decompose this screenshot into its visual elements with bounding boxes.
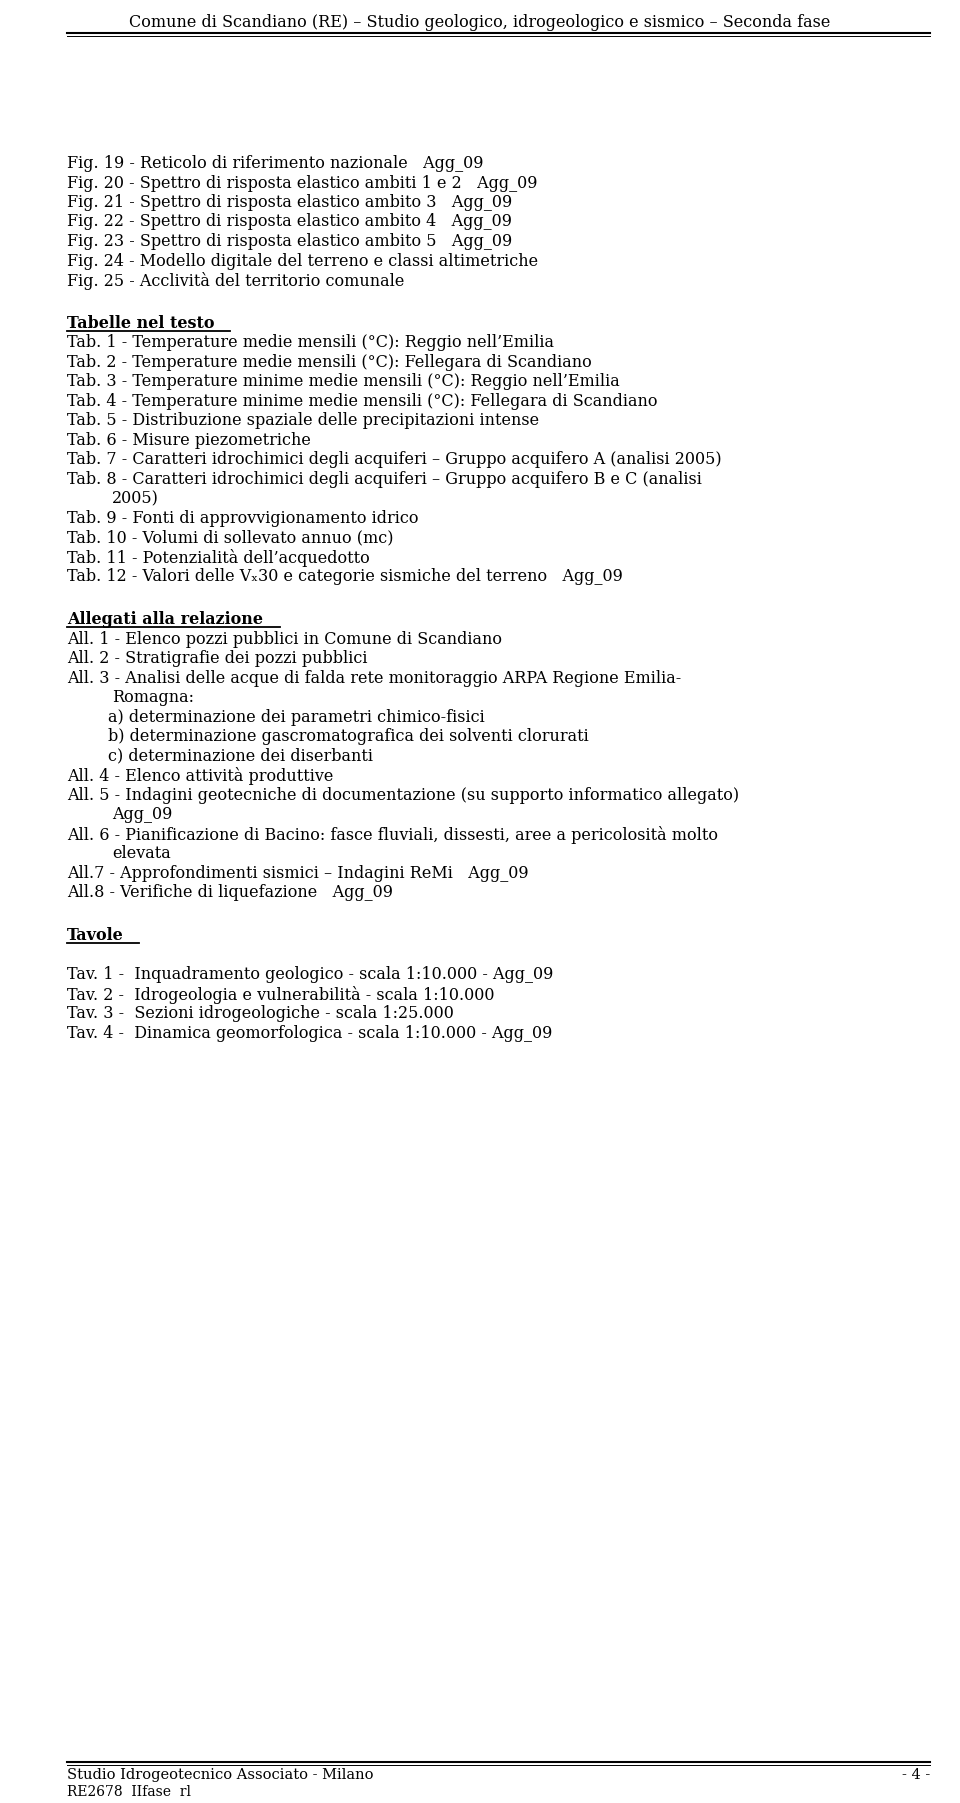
Text: Fig. 21 - Spettro di risposta elastico ambito 3   Agg_09: Fig. 21 - Spettro di risposta elastico a…	[67, 195, 513, 211]
Text: Tab. 5 - Distribuzione spaziale delle precipitazioni intense: Tab. 5 - Distribuzione spaziale delle pr…	[67, 413, 540, 429]
Text: All.7 - Approfondimenti sismici – Indagini ReMi   Agg_09: All.7 - Approfondimenti sismici – Indagi…	[67, 865, 529, 882]
Text: RE2678  IIfase  rl: RE2678 IIfase rl	[67, 1785, 191, 1799]
Text: Tab. 11 - Potenzialità dell’acquedotto: Tab. 11 - Potenzialità dell’acquedotto	[67, 548, 370, 566]
Text: Comune di Scandiano (RE) – Studio geologico, idrogeologico e sismico – Seconda f: Comune di Scandiano (RE) – Studio geolog…	[130, 14, 830, 31]
Text: Tab. 6 - Misure piezometriche: Tab. 6 - Misure piezometriche	[67, 433, 311, 449]
Text: All. 5 - Indagini geotecniche di documentazione (su supporto informatico allegat: All. 5 - Indagini geotecniche di documen…	[67, 786, 739, 804]
Text: Tav. 1 -  Inquadramento geologico - scala 1:10.000 - Agg_09: Tav. 1 - Inquadramento geologico - scala…	[67, 966, 553, 983]
Text: Studio Idrogeotecnico Associato - Milano: Studio Idrogeotecnico Associato - Milano	[67, 1769, 373, 1781]
Text: All. 4 - Elenco attività produttive: All. 4 - Elenco attività produttive	[67, 768, 333, 786]
Text: - 4 -: - 4 -	[901, 1769, 930, 1781]
Text: c) determinazione dei diserbanti: c) determinazione dei diserbanti	[67, 748, 373, 764]
Text: Fig. 19 - Reticolo di riferimento nazionale   Agg_09: Fig. 19 - Reticolo di riferimento nazion…	[67, 155, 484, 171]
Text: All. 1 - Elenco pozzi pubblici in Comune di Scandiano: All. 1 - Elenco pozzi pubblici in Comune…	[67, 631, 502, 647]
Text: Tavole: Tavole	[67, 927, 124, 945]
Text: Tab. 4 - Temperature minime medie mensili (°C): Fellegara di Scandiano: Tab. 4 - Temperature minime medie mensil…	[67, 393, 658, 409]
Text: All. 2 - Stratigrafie dei pozzi pubblici: All. 2 - Stratigrafie dei pozzi pubblici	[67, 651, 368, 667]
Text: Fig. 25 - Acclività del territorio comunale: Fig. 25 - Acclività del territorio comun…	[67, 272, 404, 290]
Text: Romagna:: Romagna:	[112, 689, 194, 707]
Text: Fig. 22 - Spettro di risposta elastico ambito 4   Agg_09: Fig. 22 - Spettro di risposta elastico a…	[67, 213, 512, 231]
Text: Fig. 24 - Modello digitale del terreno e classi altimetriche: Fig. 24 - Modello digitale del terreno e…	[67, 252, 539, 269]
Text: Tab. 3 - Temperature minime medie mensili (°C): Reggio nell’Emilia: Tab. 3 - Temperature minime medie mensil…	[67, 373, 620, 391]
Text: All.8 - Verifiche di liquefazione   Agg_09: All.8 - Verifiche di liquefazione Agg_09	[67, 883, 393, 902]
Text: a) determinazione dei parametri chimico-fisici: a) determinazione dei parametri chimico-…	[67, 709, 485, 727]
Text: Tav. 2 -  Idrogeologia e vulnerabilità - scala 1:10.000: Tav. 2 - Idrogeologia e vulnerabilità - …	[67, 986, 494, 1004]
Text: Tab. 7 - Caratteri idrochimici degli acquiferi – Gruppo acquifero A (analisi 200: Tab. 7 - Caratteri idrochimici degli acq…	[67, 451, 722, 469]
Text: Tab. 9 - Fonti di approvvigionamento idrico: Tab. 9 - Fonti di approvvigionamento idr…	[67, 510, 419, 526]
Text: All. 6 - Pianificazione di Bacino: fasce fluviali, dissesti, aree a pericolosità: All. 6 - Pianificazione di Bacino: fasce…	[67, 826, 718, 844]
Text: Fig. 20 - Spettro di risposta elastico ambiti 1 e 2   Agg_09: Fig. 20 - Spettro di risposta elastico a…	[67, 175, 538, 191]
Text: Agg_09: Agg_09	[112, 806, 173, 824]
Text: Tab. 2 - Temperature medie mensili (°C): Fellegara di Scandiano: Tab. 2 - Temperature medie mensili (°C):…	[67, 353, 591, 371]
Text: Allegati alla relazione: Allegati alla relazione	[67, 611, 263, 627]
Text: 2005): 2005)	[112, 490, 158, 507]
Text: Tab. 1 - Temperature medie mensili (°C): Reggio nell’Emilia: Tab. 1 - Temperature medie mensili (°C):…	[67, 334, 554, 352]
Text: All. 3 - Analisi delle acque di falda rete monitoraggio ARPA Regione Emilia-: All. 3 - Analisi delle acque di falda re…	[67, 669, 682, 687]
Text: elevata: elevata	[112, 846, 171, 862]
Text: Tav. 3 -  Sezioni idrogeologiche - scala 1:25.000: Tav. 3 - Sezioni idrogeologiche - scala …	[67, 1006, 454, 1022]
Text: Tav. 4 -  Dinamica geomorfologica - scala 1:10.000 - Agg_09: Tav. 4 - Dinamica geomorfologica - scala…	[67, 1024, 552, 1042]
Text: Tab. 12 - Valori delle Vₓ30 e categorie sismiche del terreno   Agg_09: Tab. 12 - Valori delle Vₓ30 e categorie …	[67, 568, 623, 586]
Text: Tabelle nel testo: Tabelle nel testo	[67, 316, 214, 332]
Text: Tab. 8 - Caratteri idrochimici degli acquiferi – Gruppo acquifero B e C (analisi: Tab. 8 - Caratteri idrochimici degli acq…	[67, 471, 702, 489]
Text: b) determinazione gascromatografica dei solventi clorurati: b) determinazione gascromatografica dei …	[67, 728, 588, 745]
Text: Fig. 23 - Spettro di risposta elastico ambito 5   Agg_09: Fig. 23 - Spettro di risposta elastico a…	[67, 233, 513, 251]
Text: Tab. 10 - Volumi di sollevato annuo (mc): Tab. 10 - Volumi di sollevato annuo (mc)	[67, 530, 394, 546]
